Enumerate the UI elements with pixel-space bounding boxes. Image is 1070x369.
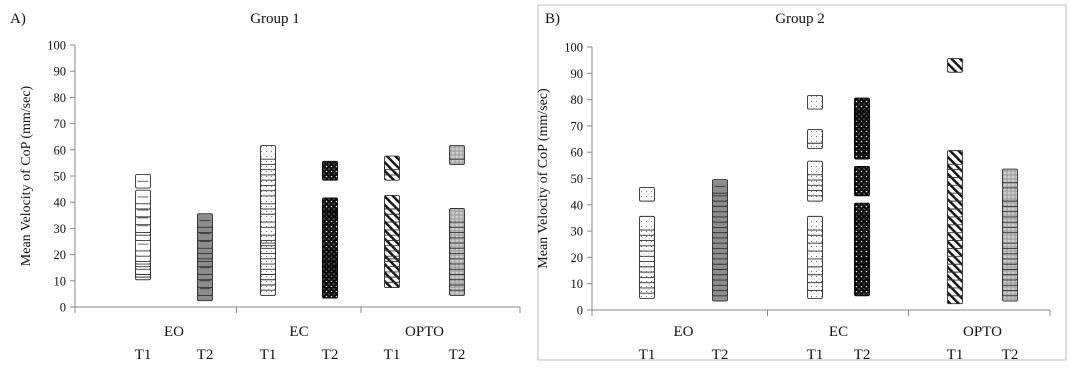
y-tick-label: 90 [54, 65, 67, 79]
y-tick-label: 0 [577, 304, 583, 318]
time-label: T1 [639, 347, 656, 363]
data-point [639, 215, 655, 231]
series-opto-t1 [384, 155, 400, 289]
chart-title: Group 2 [775, 11, 825, 27]
condition-label: EO [164, 324, 184, 340]
y-tick-label: 100 [47, 39, 66, 53]
series-eo-t2 [712, 179, 728, 302]
series-opto-t2 [1002, 168, 1018, 302]
data-point [807, 215, 823, 231]
y-tick-label: 30 [571, 225, 584, 239]
data-point [947, 150, 963, 165]
series-opto-t2 [449, 145, 465, 296]
y-tick-label: 80 [54, 91, 67, 105]
data-point [322, 197, 338, 213]
time-label: T2 [449, 347, 466, 363]
condition-label: EC [289, 324, 308, 340]
y-tick-label: 30 [54, 222, 67, 236]
time-label: T1 [384, 347, 401, 363]
data-point [807, 129, 823, 144]
data-point [854, 97, 870, 113]
y-tick-label: 40 [54, 196, 67, 210]
time-label: T1 [260, 347, 277, 363]
series-eo-t1 [639, 186, 655, 299]
data-point [854, 165, 870, 181]
y-tick-label: 50 [54, 170, 67, 184]
time-label: T1 [135, 347, 152, 363]
series-eo-t2 [197, 213, 213, 302]
time-label: T1 [807, 347, 824, 363]
data-point [807, 94, 823, 110]
panel-frame [537, 4, 1067, 361]
y-tick-label: 100 [564, 41, 583, 55]
condition-label: EC [829, 324, 848, 340]
y-axis-label: Mean Velocity of CoP (mm/sec) [536, 88, 551, 269]
series-opto-t1 [947, 58, 963, 305]
chart-panel-b: B) Group 2 Mean Velocity of CoP (mm/sec) 0 1… [536, 4, 1067, 363]
data-point [260, 145, 276, 160]
y-axis-label: Mean Velocity of CoP (mm/sec) [19, 85, 34, 266]
data-point [1002, 186, 1018, 202]
data-point [322, 160, 338, 176]
condition-label: EO [674, 324, 694, 340]
time-label: T2 [322, 347, 339, 363]
time-label: T2 [854, 347, 871, 363]
y-tick-label: 60 [571, 146, 584, 160]
series-ec-t2 [322, 160, 338, 299]
data-point [1002, 168, 1018, 184]
data-point [384, 155, 400, 171]
data-point [639, 186, 655, 202]
y-tick-label: 50 [571, 172, 584, 186]
condition-label: OPTO [963, 324, 1002, 340]
data-point [384, 194, 400, 210]
y-tick-label: 60 [54, 143, 67, 157]
data-point [947, 58, 963, 73]
condition-label: OPTO [405, 324, 444, 340]
y-tick-label: 20 [54, 248, 67, 262]
y-tick-label: 70 [571, 119, 584, 133]
y-tick-label: 10 [54, 274, 67, 288]
y-tick-label: 90 [571, 67, 584, 81]
series-eo-t1 [135, 173, 151, 281]
chart-title: Group 1 [250, 11, 300, 27]
time-label: T2 [197, 347, 214, 363]
y-tick-label: 40 [571, 198, 584, 212]
y-tick-label: 0 [60, 301, 66, 315]
data-point [854, 202, 870, 218]
series-ec-t1 [260, 145, 276, 296]
y-tick-label: 20 [571, 251, 584, 265]
series-ec-t1 [807, 94, 823, 299]
time-label: T2 [1002, 347, 1019, 363]
y-tick-label: 70 [54, 117, 67, 131]
panel-label: A) [10, 11, 26, 27]
time-label: T2 [712, 347, 729, 363]
data-point [449, 145, 465, 160]
data-point [449, 208, 465, 223]
y-tick-label: 80 [571, 93, 584, 107]
series-ec-t2 [854, 97, 870, 297]
y-tick-label: 10 [571, 277, 584, 291]
data-point [807, 160, 823, 176]
panel-label: B) [545, 11, 560, 27]
chart-panel-a: A) Group 1 Mean Velocity of CoP (mm/sec) 0 1… [10, 11, 521, 363]
time-label: T1 [947, 347, 964, 363]
